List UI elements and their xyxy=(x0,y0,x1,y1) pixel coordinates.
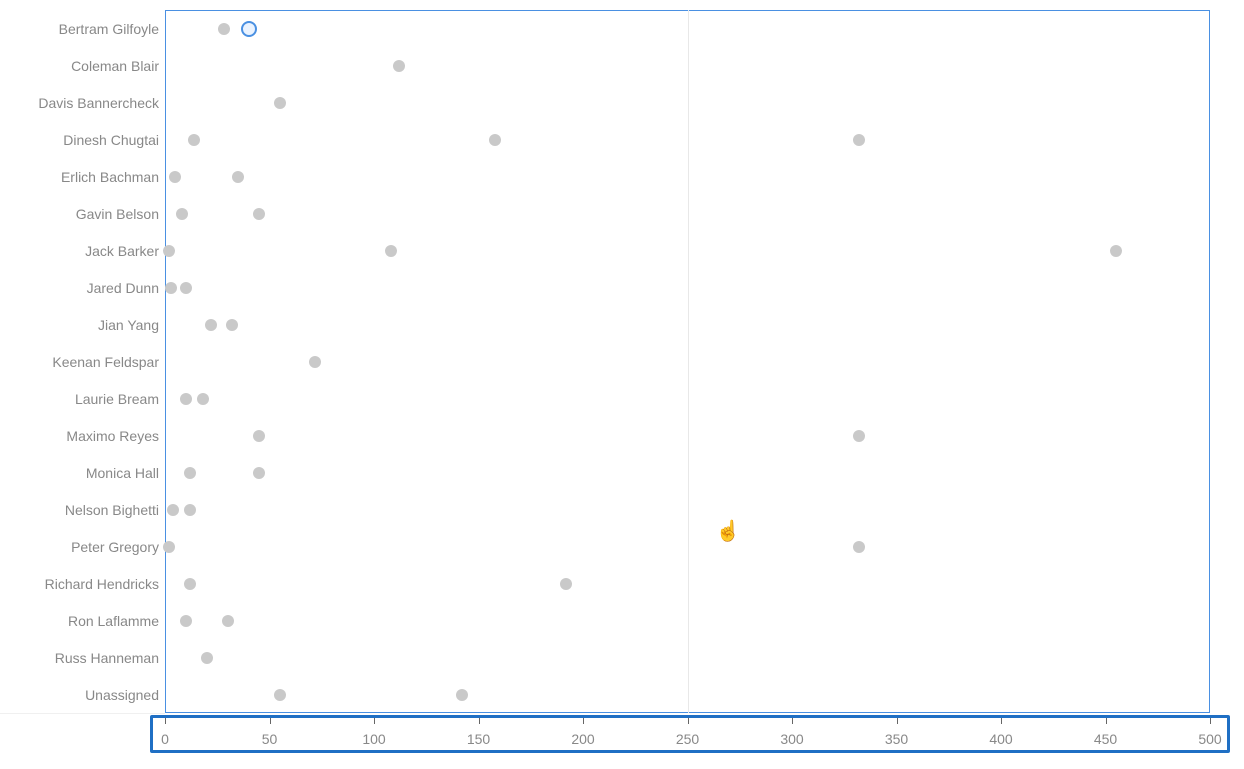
chart-point[interactable] xyxy=(163,541,175,553)
y-axis-label: Bertram Gilfoyle xyxy=(59,21,159,37)
dot-plot-chart[interactable]: Bertram Gilfoyle Coleman Blair Davis Banne… xyxy=(0,0,1244,769)
y-axis-label: Erlich Bachman xyxy=(61,169,159,185)
chart-point[interactable] xyxy=(385,245,397,257)
y-axis-label: Richard Hendricks xyxy=(45,576,159,592)
chart-point[interactable] xyxy=(180,615,192,627)
y-axis-label: Jian Yang xyxy=(98,317,159,333)
chart-point[interactable] xyxy=(163,245,175,257)
chart-point[interactable] xyxy=(309,356,321,368)
gridline-vertical xyxy=(688,10,689,713)
gridline-horizontal xyxy=(0,713,165,714)
y-axis-label: Gavin Belson xyxy=(76,206,159,222)
chart-point[interactable] xyxy=(176,208,188,220)
y-axis-label: Ron Laflamme xyxy=(68,613,159,629)
y-axis-label: Dinesh Chugtai xyxy=(63,132,159,148)
chart-point[interactable] xyxy=(253,467,265,479)
chart-point[interactable] xyxy=(165,282,177,294)
y-axis-label: Jared Dunn xyxy=(87,280,159,296)
chart-point[interactable] xyxy=(853,134,865,146)
chart-point[interactable] xyxy=(853,541,865,553)
chart-point[interactable] xyxy=(253,208,265,220)
y-axis-label: Keenan Feldspar xyxy=(52,354,159,370)
y-axis-label: Unassigned xyxy=(85,687,159,703)
chart-point[interactable] xyxy=(184,578,196,590)
y-axis-label: Russ Hanneman xyxy=(55,650,159,666)
chart-point[interactable] xyxy=(184,504,196,516)
chart-point[interactable] xyxy=(560,578,572,590)
y-axis-label: Davis Bannercheck xyxy=(38,95,159,111)
chart-point[interactable] xyxy=(253,430,265,442)
chart-point[interactable] xyxy=(167,504,179,516)
chart-point[interactable] xyxy=(456,689,468,701)
y-axis-label: Coleman Blair xyxy=(71,58,159,74)
chart-point[interactable] xyxy=(188,134,200,146)
chart-point[interactable] xyxy=(201,652,213,664)
chart-point[interactable] xyxy=(222,615,234,627)
chart-point[interactable] xyxy=(169,171,181,183)
chart-point[interactable] xyxy=(232,171,244,183)
chart-point[interactable] xyxy=(853,430,865,442)
y-axis-label: Peter Gregory xyxy=(71,539,159,555)
chart-point[interactable] xyxy=(205,319,217,331)
chart-point[interactable] xyxy=(184,467,196,479)
chart-point[interactable] xyxy=(489,134,501,146)
x-axis-selection-box[interactable] xyxy=(150,715,1230,753)
chart-point[interactable] xyxy=(180,393,192,405)
chart-point[interactable] xyxy=(180,282,192,294)
chart-point[interactable] xyxy=(274,97,286,109)
y-axis-label: Maximo Reyes xyxy=(66,428,159,444)
chart-point[interactable] xyxy=(274,689,286,701)
chart-point[interactable] xyxy=(241,21,257,37)
chart-point[interactable] xyxy=(1110,245,1122,257)
y-axis-label: Nelson Bighetti xyxy=(65,502,159,518)
y-axis-label: Jack Barker xyxy=(85,243,159,259)
chart-point[interactable] xyxy=(226,319,238,331)
y-axis-label: Monica Hall xyxy=(86,465,159,481)
chart-point[interactable] xyxy=(393,60,405,72)
chart-point[interactable] xyxy=(197,393,209,405)
chart-point[interactable] xyxy=(218,23,230,35)
y-axis-label: Laurie Bream xyxy=(75,391,159,407)
